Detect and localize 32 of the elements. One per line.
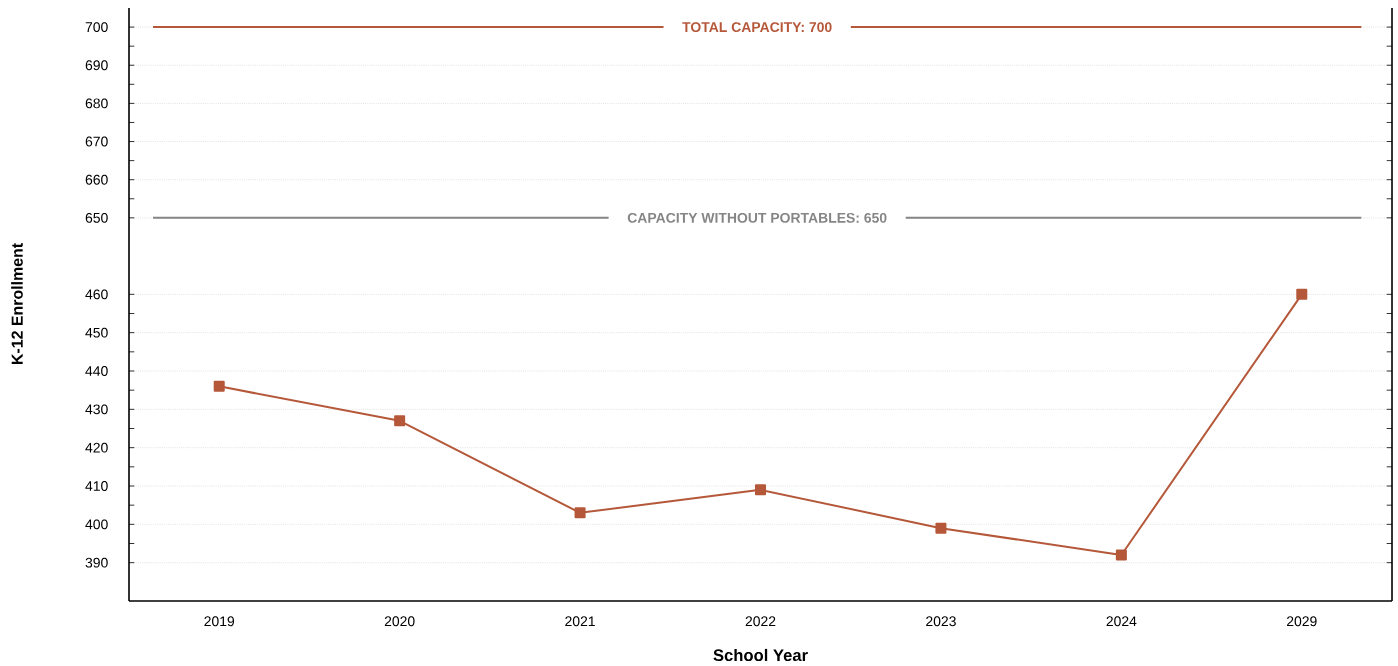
x-tick-label: 2021 [565,616,595,627]
y-tick-label: 430 [85,404,108,415]
y-tick-label: 460 [85,289,108,300]
x-tick-label: 2022 [745,616,776,627]
y-axis-title: K-12 Enrollment [11,243,23,365]
point [1115,549,1127,561]
x-tick-label: 2024 [1106,616,1137,627]
ref-line-label: TOTAL CAPACITY: 700 [682,22,832,33]
point [574,507,586,519]
x-tick-label: 2019 [204,616,235,627]
point [394,415,406,427]
x-tick-label: 2029 [1286,616,1317,627]
point [754,484,767,496]
y-tick-label: 700 [85,22,108,33]
point [935,522,947,534]
y-tick-label: 450 [85,327,108,338]
y-tick-label: 410 [85,481,108,491]
y-tick-label: 650 [85,212,108,223]
x-axis-title: School Year [713,648,808,662]
y-tick-label: 440 [85,366,108,376]
ref-line-label: CAPACITY WITHOUT PORTABLES: 650 [627,212,887,223]
y-tick-label: 670 [85,136,108,147]
point [213,380,225,392]
x-tick-label: 2020 [384,616,415,627]
y-tick-label: 690 [85,60,108,71]
x-tick-label: 2023 [926,616,956,627]
y-tick-label: 680 [85,98,108,109]
y-tick-label: 390 [85,557,108,568]
y-tick-label: 400 [85,519,108,530]
y-tick-label: 660 [85,174,108,185]
point [1296,288,1308,300]
y-tick-label: 420 [85,442,108,453]
